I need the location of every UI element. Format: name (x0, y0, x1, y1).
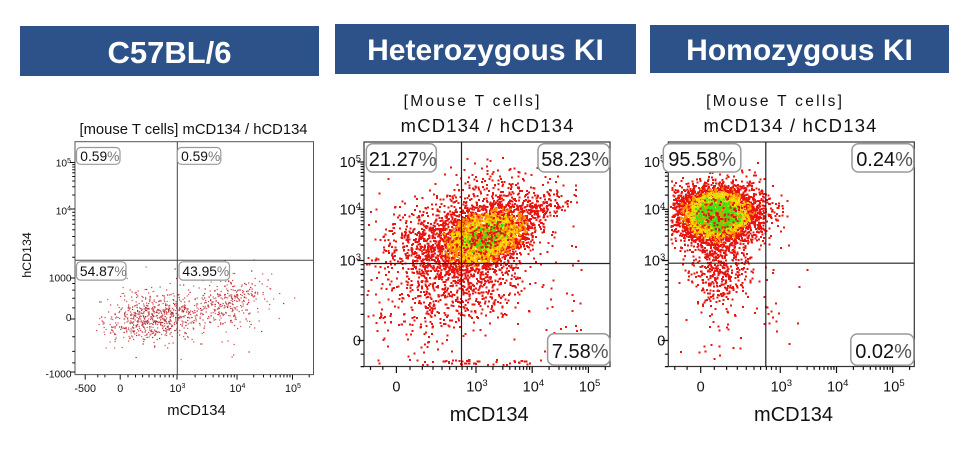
svg-text:mCD134 / hCD134: mCD134 / hCD134 (704, 115, 878, 136)
svg-text:105: 105 (579, 378, 600, 396)
svg-text:1000: 1000 (49, 274, 72, 285)
svg-text:hCD134: hCD134 (20, 232, 34, 278)
svg-text:105: 105 (644, 153, 665, 171)
svg-text:104: 104 (230, 383, 246, 395)
svg-text:0.59%: 0.59% (80, 149, 119, 164)
svg-text:105: 105 (285, 383, 301, 395)
svg-text:58.23%: 58.23% (541, 149, 609, 171)
svg-text:mCD134: mCD134 (167, 403, 225, 419)
svg-text:104: 104 (644, 201, 665, 219)
svg-text:104: 104 (340, 201, 361, 219)
svg-text:[Mouse T cells]: [Mouse T cells] (404, 93, 542, 110)
svg-text:103: 103 (771, 378, 792, 396)
svg-text:104: 104 (523, 378, 544, 396)
svg-text:105: 105 (340, 153, 361, 171)
svg-text:103: 103 (466, 378, 487, 396)
svg-text:54.87%: 54.87% (80, 264, 127, 279)
svg-text:0: 0 (657, 334, 665, 350)
svg-text:95.58%: 95.58% (668, 149, 736, 171)
svg-text:mCD134 / hCD134: mCD134 / hCD134 (401, 115, 575, 136)
svg-text:0: 0 (697, 380, 705, 396)
svg-text:0: 0 (392, 380, 400, 396)
svg-text:0.24%: 0.24% (856, 149, 913, 171)
svg-text:103: 103 (170, 383, 186, 395)
svg-text:104: 104 (827, 378, 848, 396)
svg-text:-1000: -1000 (45, 370, 71, 381)
svg-text:0: 0 (117, 383, 123, 395)
svg-text:21.27%: 21.27% (369, 149, 437, 171)
svg-text:0.02%: 0.02% (855, 341, 912, 363)
svg-text:0: 0 (353, 334, 361, 350)
svg-text:105: 105 (883, 378, 904, 396)
svg-text:-500: -500 (74, 383, 96, 395)
svg-text:0.59%: 0.59% (181, 149, 220, 164)
svg-text:105: 105 (56, 158, 71, 170)
svg-text:104: 104 (56, 206, 71, 218)
svg-text:[mouse T cells] mCD134 / hCD13: [mouse T cells] mCD134 / hCD134 (79, 122, 307, 138)
svg-text:103: 103 (644, 252, 665, 270)
svg-text:0: 0 (66, 313, 72, 324)
svg-text:mCD134: mCD134 (754, 404, 833, 426)
svg-text:[Mouse T cells]: [Mouse T cells] (706, 93, 844, 110)
svg-text:43.95%: 43.95% (182, 264, 229, 279)
svg-text:7.58%: 7.58% (552, 341, 609, 363)
svg-text:103: 103 (340, 252, 361, 270)
svg-text:mCD134: mCD134 (450, 404, 529, 426)
